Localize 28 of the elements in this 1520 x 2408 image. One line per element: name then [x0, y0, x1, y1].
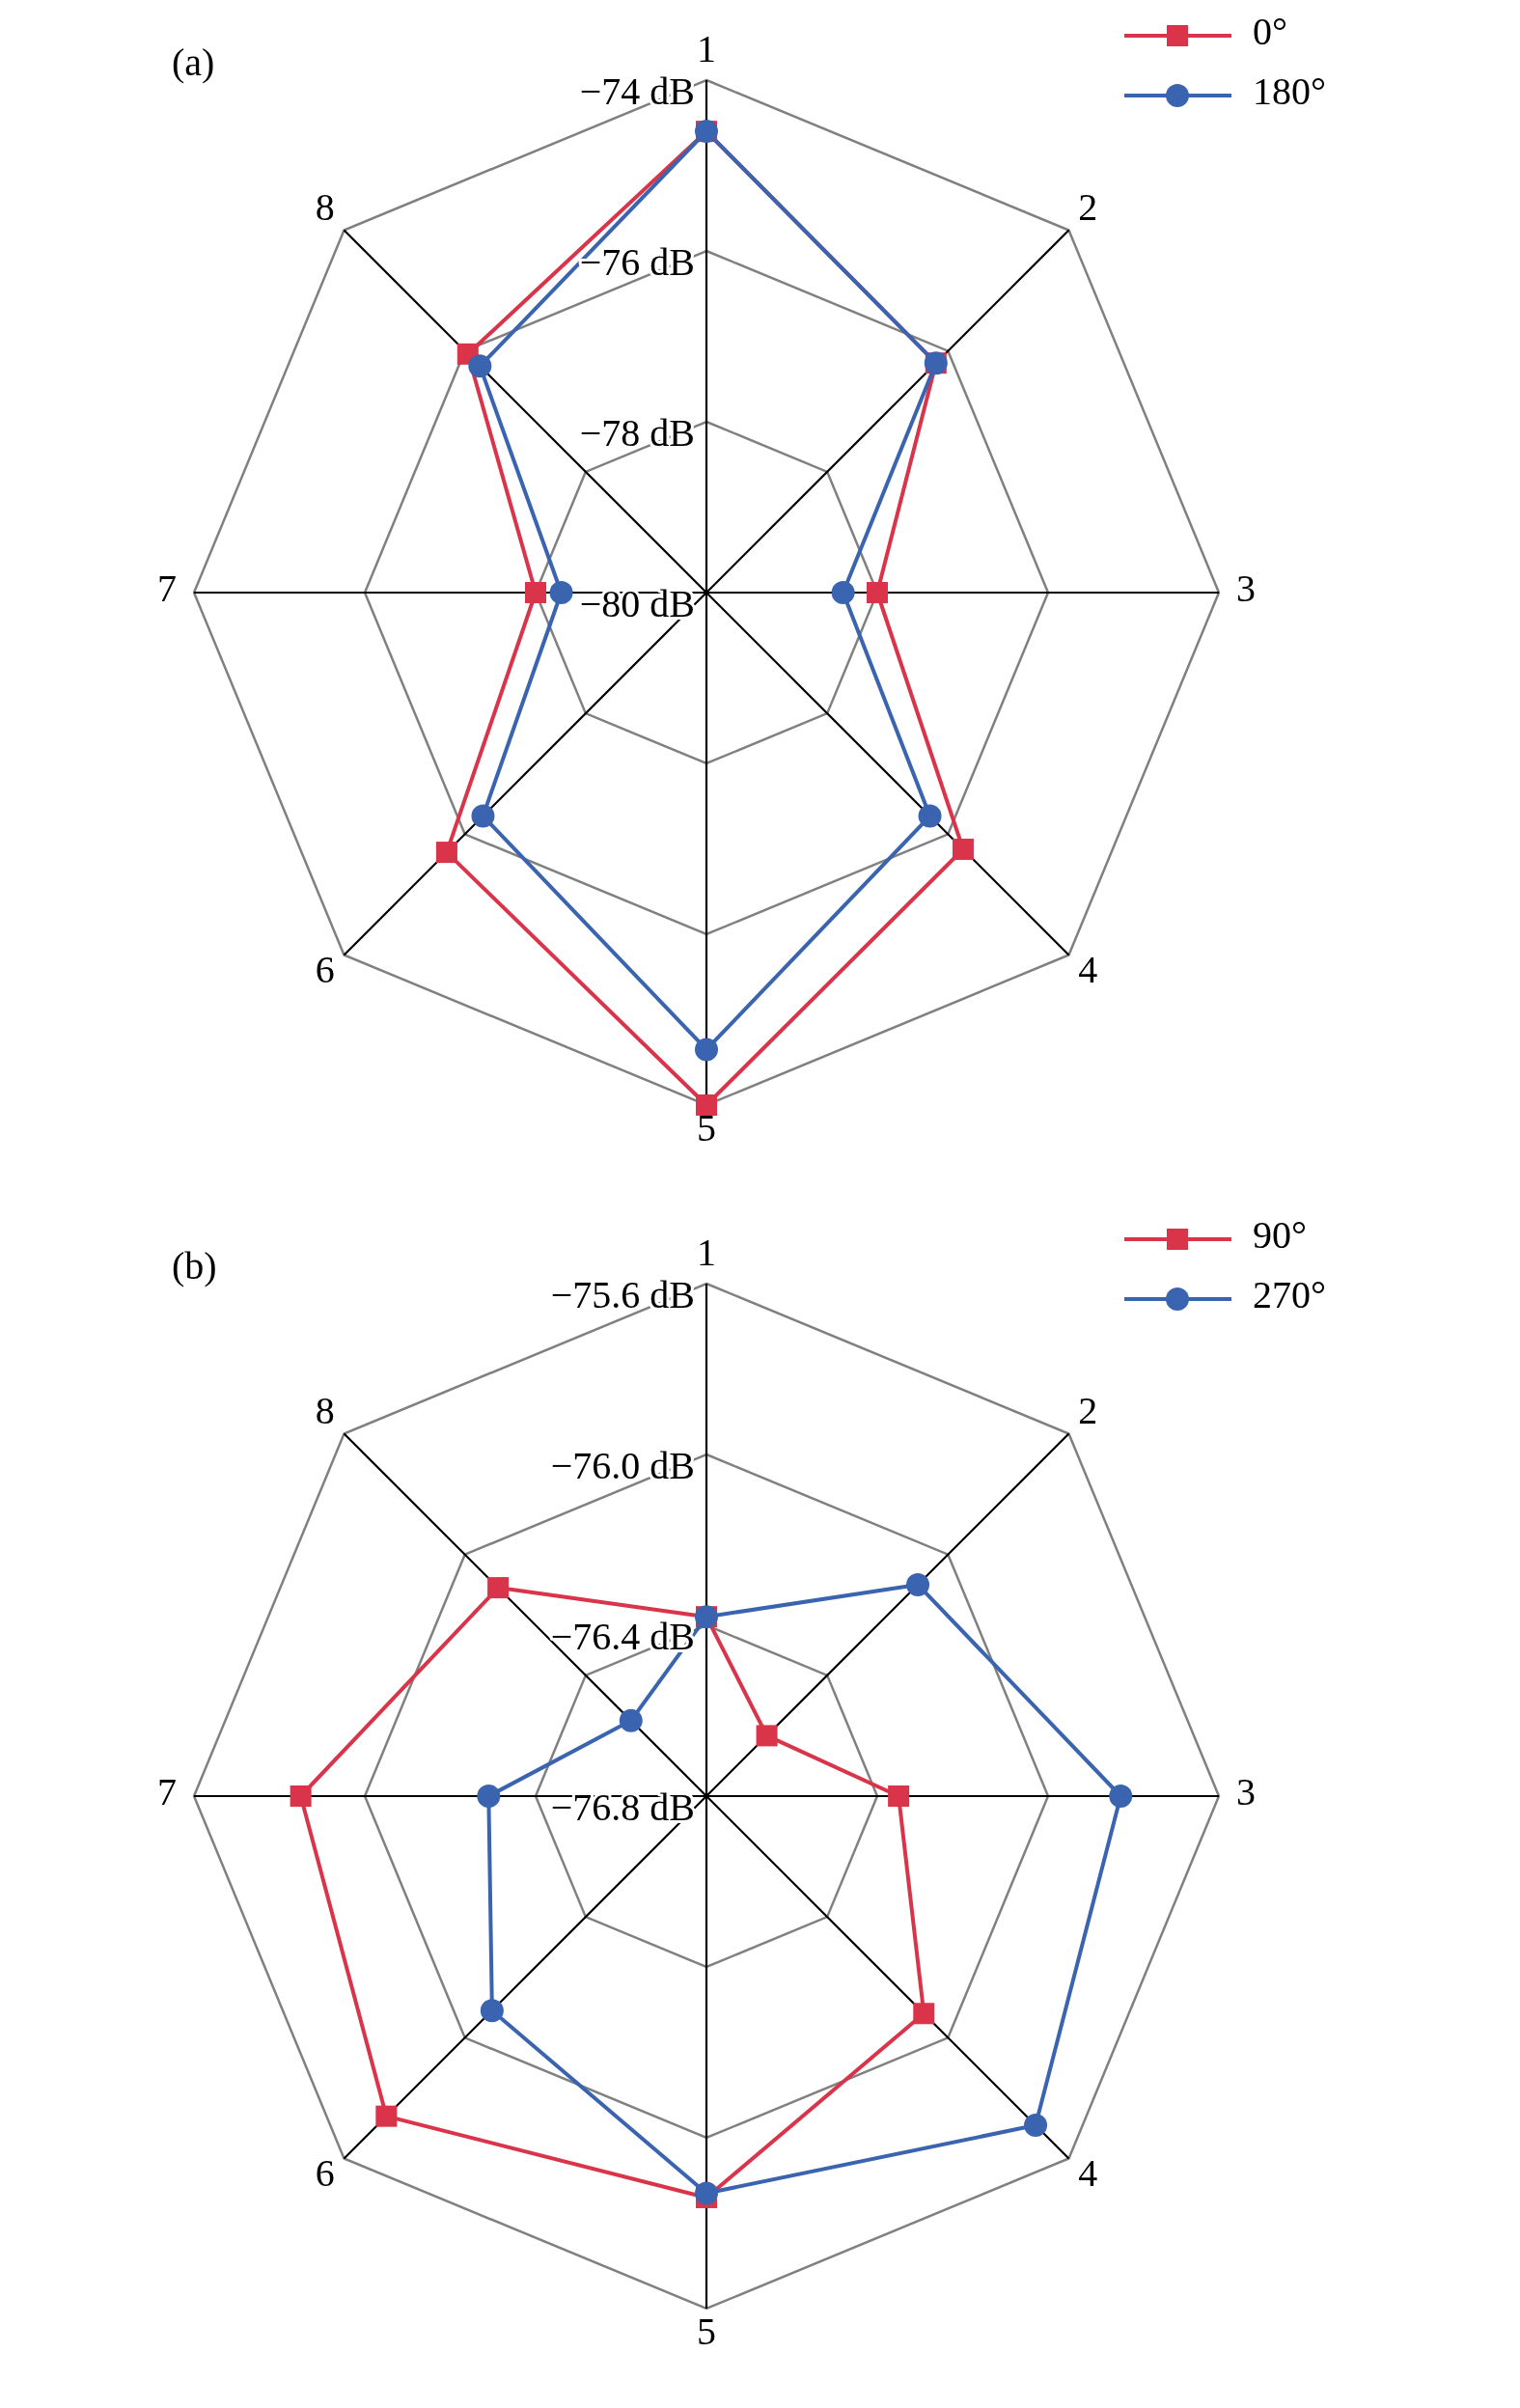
spoke-label: 6: [315, 948, 335, 992]
spoke-label: 7: [157, 1770, 177, 1814]
legend-label: 90°: [1253, 1213, 1307, 1258]
spoke-label: 3: [1236, 1770, 1256, 1814]
legend-label: 0°: [1253, 10, 1287, 54]
spoke-label: 4: [1078, 2151, 1098, 2196]
text: (a): [172, 41, 215, 84]
spoke-label: 3: [1236, 567, 1256, 611]
legend-label: 270°: [1253, 1273, 1326, 1317]
spoke-label: 8: [315, 1388, 335, 1432]
y-tick-label: −76.4 dB: [550, 1615, 695, 1659]
y-tick-label: −75.6 dB: [550, 1273, 695, 1317]
y-tick-label: −76 dB: [579, 240, 695, 285]
spoke-label: 2: [1078, 1388, 1098, 1432]
text: (b): [172, 1244, 217, 1287]
spoke-label: 1: [697, 1231, 716, 1275]
spoke-label: 8: [315, 184, 335, 229]
spoke-label: 5: [697, 2310, 716, 2354]
spoke-label: 6: [315, 2151, 335, 2196]
y-tick-label: −78 dB: [579, 411, 695, 456]
spoke-label: 5: [697, 1106, 716, 1150]
legend-label: 180°: [1253, 69, 1326, 114]
y-tick-label: −74 dB: [579, 69, 695, 114]
y-tick-label: −76.0 dB: [550, 1444, 695, 1488]
spoke-label: 2: [1078, 184, 1098, 229]
spoke-label: 7: [157, 567, 177, 611]
spoke-label: 4: [1078, 948, 1098, 992]
spoke-label: 1: [697, 27, 716, 71]
